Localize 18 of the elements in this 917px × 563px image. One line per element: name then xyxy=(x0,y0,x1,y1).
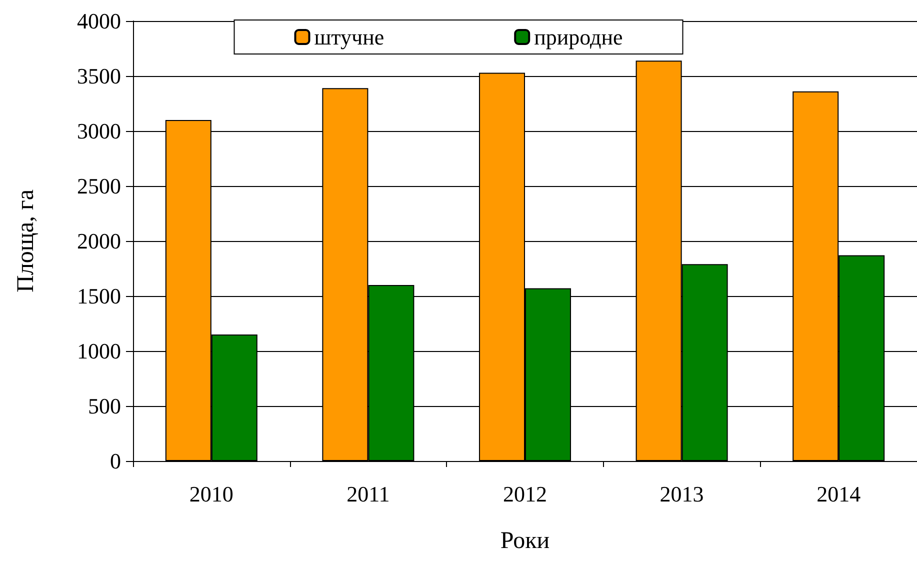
y-tick-label: 0 xyxy=(110,448,121,474)
legend-label: штучне xyxy=(314,24,384,50)
x-axis-title: Роки xyxy=(500,528,550,554)
y-tick-label: 2000 xyxy=(77,228,121,254)
x-tick-label: 2014 xyxy=(816,482,861,506)
y-tick-label: 3000 xyxy=(77,118,121,144)
y-tick-label: 1000 xyxy=(77,338,121,364)
x-tick-label: 2012 xyxy=(503,482,547,506)
y-tick-label: 1500 xyxy=(77,284,121,308)
y-tick-label: 500 xyxy=(88,394,121,418)
legend-label: природне xyxy=(534,24,623,50)
y-tick-label: 3500 xyxy=(77,64,121,88)
y-axis-title: Площа, га xyxy=(13,189,39,292)
x-tick-label: 2013 xyxy=(660,482,704,506)
x-tick-label: 2010 xyxy=(189,482,234,506)
x-tick-label: 2011 xyxy=(346,482,390,506)
y-tick-label: 4000 xyxy=(77,8,121,34)
y-tick-label: 2500 xyxy=(77,174,121,198)
